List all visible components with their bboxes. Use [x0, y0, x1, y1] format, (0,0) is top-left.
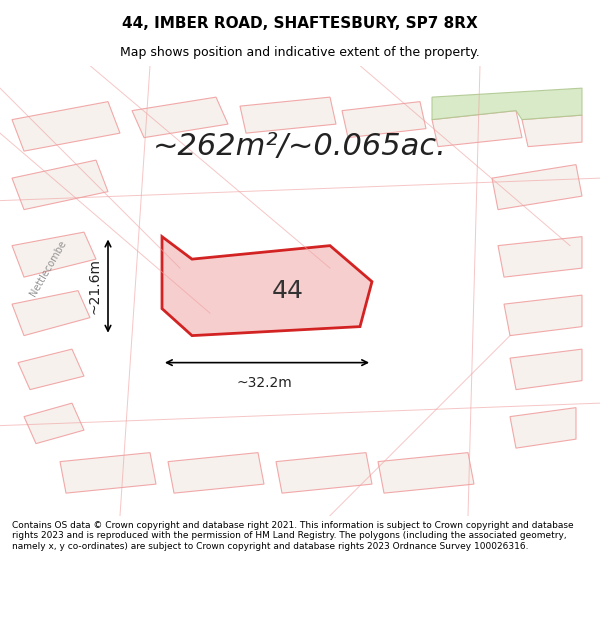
- Polygon shape: [510, 349, 582, 389]
- Polygon shape: [12, 232, 96, 277]
- Polygon shape: [12, 291, 90, 336]
- Polygon shape: [12, 102, 120, 151]
- Polygon shape: [492, 164, 582, 209]
- Polygon shape: [18, 349, 84, 389]
- Polygon shape: [168, 452, 264, 493]
- Polygon shape: [510, 408, 576, 448]
- Polygon shape: [132, 97, 228, 138]
- Text: Map shows position and indicative extent of the property.: Map shows position and indicative extent…: [120, 46, 480, 59]
- Polygon shape: [12, 160, 108, 209]
- Polygon shape: [162, 237, 372, 336]
- Polygon shape: [432, 88, 582, 119]
- Text: Contains OS data © Crown copyright and database right 2021. This information is : Contains OS data © Crown copyright and d…: [12, 521, 574, 551]
- Polygon shape: [342, 102, 426, 138]
- Text: 44: 44: [272, 279, 304, 302]
- Text: ~32.2m: ~32.2m: [236, 376, 292, 390]
- Polygon shape: [276, 452, 372, 493]
- Polygon shape: [432, 111, 522, 147]
- Polygon shape: [378, 452, 474, 493]
- Polygon shape: [522, 115, 582, 147]
- Polygon shape: [504, 295, 582, 336]
- Polygon shape: [240, 97, 336, 133]
- Text: Nettlecombe: Nettlecombe: [28, 238, 68, 298]
- Text: ~21.6m: ~21.6m: [88, 258, 102, 314]
- Text: ~262m²/~0.065ac.: ~262m²/~0.065ac.: [153, 132, 447, 161]
- Text: 44, IMBER ROAD, SHAFTESBURY, SP7 8RX: 44, IMBER ROAD, SHAFTESBURY, SP7 8RX: [122, 16, 478, 31]
- Polygon shape: [60, 452, 156, 493]
- Polygon shape: [24, 403, 84, 444]
- Polygon shape: [498, 237, 582, 277]
